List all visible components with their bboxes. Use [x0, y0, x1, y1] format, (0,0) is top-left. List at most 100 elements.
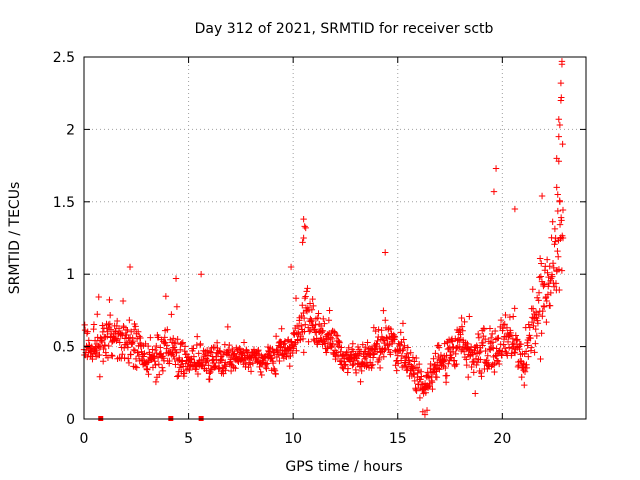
data-point — [136, 333, 143, 340]
data-point — [157, 344, 164, 351]
data-point — [382, 317, 389, 324]
data-point — [466, 313, 473, 320]
data-point — [546, 263, 553, 270]
data-point — [465, 373, 472, 381]
data-point — [442, 379, 450, 386]
data-point — [297, 322, 305, 329]
data-point — [469, 351, 477, 358]
data-point — [302, 293, 309, 300]
data-point — [526, 324, 534, 331]
data-point — [207, 365, 215, 373]
x-tick-label: 5 — [184, 431, 193, 447]
x-tick-label: 15 — [389, 431, 407, 447]
data-point — [468, 363, 475, 371]
y-tick-label: 2.5 — [53, 50, 75, 66]
data-point — [434, 365, 442, 372]
data-point — [132, 323, 139, 330]
data-point — [310, 302, 317, 310]
data-point — [421, 411, 429, 418]
data-point — [329, 340, 337, 348]
data-point — [343, 348, 351, 356]
data-point — [280, 341, 287, 348]
data-point — [344, 365, 352, 372]
data-point — [554, 247, 561, 255]
data-point — [404, 344, 411, 351]
data-point — [264, 360, 271, 367]
data-point — [494, 357, 502, 365]
data-point — [382, 249, 389, 256]
data-point — [123, 331, 130, 339]
data-point — [362, 353, 370, 361]
data-point — [161, 334, 168, 341]
data-point — [549, 218, 556, 225]
data-point — [205, 362, 212, 369]
data-point — [555, 266, 563, 273]
data-point — [317, 322, 325, 330]
data-point — [506, 313, 514, 321]
data-point — [96, 373, 104, 381]
y-tick-label: 0 — [66, 412, 75, 428]
data-point — [144, 342, 152, 350]
data-point — [303, 288, 310, 295]
data-point — [173, 303, 181, 310]
data-point — [206, 370, 213, 377]
data-point — [453, 344, 460, 352]
y-tick-label: 0.5 — [53, 340, 75, 356]
data-point — [410, 371, 417, 378]
data-point — [505, 344, 513, 351]
data-point — [380, 307, 387, 314]
data-point — [126, 316, 133, 324]
data-point — [308, 306, 316, 313]
data-point — [203, 347, 211, 354]
data-point — [437, 351, 445, 359]
data-point — [334, 332, 341, 340]
data-point — [232, 365, 239, 372]
data-point — [526, 332, 533, 339]
data-point — [212, 362, 219, 370]
data-point — [537, 355, 544, 363]
data-point — [106, 311, 114, 319]
data-point — [554, 207, 562, 215]
x-tick-label: 0 — [80, 431, 89, 447]
data-point — [174, 373, 181, 380]
data-point — [477, 356, 484, 363]
data-point — [492, 165, 500, 172]
data-point — [512, 332, 519, 339]
data-point — [144, 359, 151, 366]
data-point — [194, 333, 201, 340]
data-point — [211, 363, 218, 370]
data-point — [470, 369, 477, 376]
data-point — [172, 361, 179, 368]
data-point — [132, 363, 139, 371]
data-point — [479, 339, 487, 347]
data-point — [216, 347, 223, 354]
data-point — [393, 367, 400, 374]
data-point — [555, 158, 563, 165]
data-point — [127, 351, 135, 358]
data-point — [409, 354, 417, 361]
data-point — [532, 325, 539, 333]
data-point — [407, 349, 414, 356]
data-point — [119, 297, 127, 305]
data-point — [472, 390, 479, 397]
data-point — [328, 335, 336, 343]
data-point — [105, 321, 112, 328]
data-point — [181, 370, 188, 377]
data-point — [369, 361, 376, 368]
data-point — [293, 347, 300, 354]
data-point — [104, 328, 111, 335]
data-point — [501, 320, 508, 328]
data-point — [550, 283, 558, 290]
data-point — [197, 340, 204, 348]
data-point — [427, 360, 434, 368]
data-point — [452, 350, 459, 358]
data-point — [172, 339, 180, 347]
data-point — [473, 361, 480, 369]
data-point — [554, 253, 562, 260]
data-point — [190, 345, 197, 352]
data-point — [227, 367, 235, 375]
data-point — [257, 368, 264, 376]
data-point — [179, 339, 187, 346]
data-point — [269, 345, 276, 353]
data-point — [345, 344, 352, 351]
